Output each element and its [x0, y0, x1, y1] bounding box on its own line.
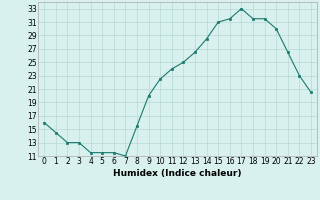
X-axis label: Humidex (Indice chaleur): Humidex (Indice chaleur)	[113, 169, 242, 178]
